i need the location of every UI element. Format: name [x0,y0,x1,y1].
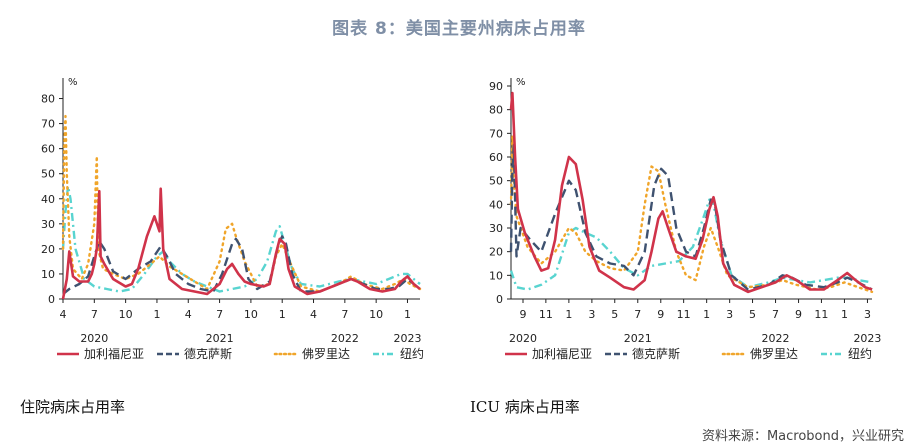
left-year-label: 2022 [331,332,359,345]
right-x-tick-label: 11 [814,308,828,321]
left-y-tick-label: 70 [41,118,55,131]
left-chart: % 0 10 20 30 40 50 60 70 80 4 7 10 1 4 7 10 1 4 7 10 1 2020 202… [41,77,424,361]
left-y-tick-label: 50 [41,168,55,181]
right-x-tick-label: 3 [588,308,595,321]
right-x-tick-label: 9 [657,308,664,321]
left-y-tick-label: 80 [41,93,55,106]
right-x-tick-label: 9 [519,308,526,321]
right-series-texas [509,144,873,291]
right-series-newyork [509,198,873,291]
left-x-tick-label: 4 [60,308,67,321]
left-series-california [61,187,421,300]
right-year-label: 2020 [509,332,537,345]
right-x-tick-label: 11 [539,308,553,321]
left-series-texas [62,235,421,295]
right-y-tick-label: 10 [489,269,503,282]
left-unit-label: % [68,77,78,88]
right-x-tick-label: 1 [841,308,848,321]
left-chart-caption: 住院病床占用率 [20,398,126,416]
left-x-tick-label: 10 [244,308,258,321]
right-series-california [509,91,873,294]
right-y-tick-label: 90 [489,80,503,93]
left-legend-label-texas: 德克萨斯 [184,346,232,361]
right-year-label: 2021 [624,332,652,345]
right-unit-label: % [516,77,526,88]
right-legend-label-florida: 佛罗里达 [750,347,798,361]
right-y-tick-label: 60 [489,151,503,164]
left-x-tick-label: 7 [341,308,348,321]
left-year-label: 2020 [80,332,108,345]
right-y-tick-label: 70 [489,127,503,140]
left-series-newyork [61,185,421,293]
left-series-florida [61,114,422,293]
figure-title: 图表 8：美国主要州病床占用率 [332,19,586,39]
right-x-tick-label: 5 [749,308,756,321]
left-x-tick-label: 10 [369,308,383,321]
source-note: 资料来源：Macrobond，兴业研究 [701,429,904,444]
left-x-tick-label: 4 [185,308,192,321]
left-year-label: 2021 [206,332,234,345]
right-y-tick-label: 20 [489,246,503,259]
right-y-tick-label: 30 [489,222,503,235]
left-x-tick-label: 1 [153,308,160,321]
right-x-tick-label: 3 [726,308,733,321]
right-y-tick-label: 50 [489,175,503,188]
left-legend-label-florida: 佛罗里达 [302,347,350,361]
left-x-tick-label: 10 [119,308,133,321]
left-x-tick-label: 7 [91,308,98,321]
right-chart-caption: ICU 病床占用率 [470,398,580,416]
left-legend-label-newyork: 纽约 [400,346,424,361]
left-y-tick-label: 30 [41,218,55,231]
right-x-tick-label: 9 [795,308,802,321]
right-x-tick-label: 1 [565,308,572,321]
right-x-tick-label: 7 [772,308,779,321]
right-legend-label-california: 加利福尼亚 [532,346,592,361]
left-y-tick-label: 20 [41,243,55,256]
left-x-tick-label: 4 [310,308,317,321]
left-y-tick-label: 60 [41,143,55,156]
left-y-tick-label: 0 [48,293,55,306]
right-x-tick-label: 3 [864,308,871,321]
right-y-tick-label: 80 [489,104,503,117]
right-y-tick-label: 40 [489,198,503,211]
right-y-tick-label: 0 [496,293,503,306]
left-x-tick-label: 7 [216,308,223,321]
right-x-tick-label: 11 [677,308,691,321]
right-x-tick-label: 7 [634,308,641,321]
left-year-label: 2023 [393,332,421,345]
right-series-florida [509,134,874,294]
left-x-tick-label: 1 [404,308,411,321]
left-y-tick-label: 40 [41,193,55,206]
right-x-tick-label: 5 [611,308,618,321]
left-legend-label-california: 加利福尼亚 [84,346,144,361]
left-y-tick-label: 10 [41,268,55,281]
left-x-tick-label: 1 [279,308,286,321]
right-legend-label-newyork: 纽约 [848,346,872,361]
right-legend-label-texas: 德克萨斯 [632,346,680,361]
right-year-label: 2023 [853,332,881,345]
right-x-tick-label: 1 [703,308,710,321]
right-year-label: 2022 [762,332,790,345]
